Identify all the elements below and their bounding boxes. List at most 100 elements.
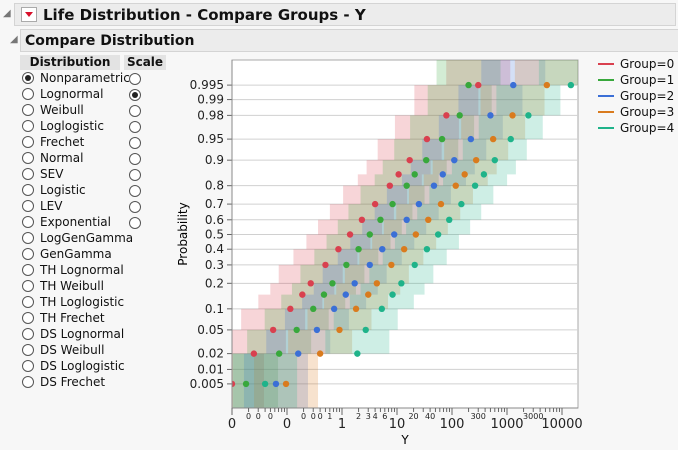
distribution-radio[interactable]: [22, 376, 34, 388]
y-tick-label: 0.1: [205, 302, 224, 316]
scale-radio[interactable]: [129, 217, 141, 229]
legend-item[interactable]: Group=4: [598, 120, 674, 136]
distribution-radio[interactable]: [22, 312, 34, 324]
x-minor-tick-label: 20: [408, 412, 418, 421]
distribution-radio[interactable]: [22, 264, 34, 276]
scale-radio[interactable]: [129, 105, 141, 117]
legend-item[interactable]: Group=3: [598, 104, 674, 120]
x-tick-label: 10: [389, 417, 406, 432]
distribution-label: Exponential: [40, 215, 111, 229]
distribution-option[interactable]: Exponential: [22, 214, 111, 230]
distribution-option[interactable]: DS Loglogistic: [22, 358, 125, 374]
distribution-option[interactable]: GenGamma: [22, 246, 112, 262]
distribution-option[interactable]: TH Frechet: [22, 310, 105, 326]
distribution-radio[interactable]: [22, 200, 34, 212]
data-point-group-2: [439, 171, 446, 178]
data-point-group-2: [430, 182, 438, 189]
distribution-radio[interactable]: [22, 120, 34, 132]
x-tick-label: 1000: [490, 417, 523, 432]
data-point-group-2: [313, 326, 321, 334]
y-tick-label: 0.98: [197, 108, 224, 122]
distribution-option[interactable]: DS Weibull: [22, 342, 104, 358]
x-minor-tick-label: 2: [356, 412, 361, 421]
y-tick-label: 0.5: [205, 228, 224, 242]
scale-radio[interactable]: [129, 121, 141, 133]
data-point-group-3: [472, 156, 480, 164]
distribution-radio[interactable]: [22, 296, 34, 308]
distribution-option[interactable]: Normal: [22, 150, 83, 166]
data-point-group-0: [386, 182, 394, 189]
distribution-radio[interactable]: [22, 232, 34, 244]
legend-swatch: [598, 63, 614, 65]
scale-radio[interactable]: [129, 201, 141, 213]
y-tick-label: 0.4: [205, 242, 224, 256]
distribution-radio[interactable]: [22, 104, 34, 116]
distribution-option[interactable]: LEV: [22, 198, 62, 214]
distribution-option[interactable]: TH Weibull: [22, 278, 104, 294]
distribution-radio[interactable]: [22, 344, 34, 356]
x-tick-label: 1: [338, 417, 346, 432]
x-tick-label: 0: [228, 417, 236, 432]
distribution-option[interactable]: Lognormal: [22, 86, 103, 102]
data-point-group-4: [525, 112, 532, 119]
section-title-bar: Compare Distribution: [20, 29, 678, 52]
distribution-option[interactable]: DS Frechet: [22, 374, 105, 390]
data-point-group-1: [343, 261, 350, 269]
legend-item[interactable]: Group=2: [598, 88, 674, 104]
distribution-radio[interactable]: [22, 360, 34, 372]
distribution-option[interactable]: Frechet: [22, 134, 84, 150]
distribution-option[interactable]: Nonparametric: [22, 70, 130, 86]
y-tick-label: 0.02: [197, 347, 224, 361]
legend-label: Group=2: [620, 89, 675, 103]
distribution-radio[interactable]: [22, 184, 34, 196]
red-triangle-menu-button[interactable]: [21, 7, 37, 22]
distribution-option[interactable]: SEV: [22, 166, 63, 182]
scale-radio[interactable]: [129, 169, 141, 181]
distribution-label: TH Frechet: [40, 311, 105, 325]
distribution-option[interactable]: LogGenGamma: [22, 230, 133, 246]
x-minor-tick-label: 1: [327, 412, 332, 421]
distribution-option[interactable]: DS Lognormal: [22, 326, 124, 342]
y-tick-label: 0.99: [197, 93, 224, 107]
scale-radio[interactable]: [129, 137, 141, 149]
data-point-group-0: [395, 171, 402, 178]
distribution-radio[interactable]: [22, 328, 34, 340]
distribution-radio[interactable]: [22, 216, 34, 228]
data-point-group-2: [366, 261, 373, 269]
legend-item[interactable]: Group=0: [598, 56, 674, 72]
data-point-group-0: [299, 291, 306, 298]
distribution-radio[interactable]: [22, 72, 34, 84]
distribution-radio[interactable]: [22, 88, 34, 100]
distribution-radio[interactable]: [22, 280, 34, 292]
scale-radio[interactable]: [129, 89, 141, 101]
distribution-option[interactable]: Logistic: [22, 182, 86, 198]
scale-radio[interactable]: [129, 73, 141, 85]
legend-swatch: [598, 111, 614, 113]
report-title: Life Distribution - Compare Groups - Y: [43, 5, 366, 24]
x-minor-tick-label: 0: [246, 412, 251, 421]
distribution-option[interactable]: TH Lognormal: [22, 262, 124, 278]
y-tick-label: 0.05: [197, 323, 224, 337]
distribution-radio[interactable]: [22, 152, 34, 164]
x-minor-tick-label: 300: [471, 412, 486, 421]
distribution-radio[interactable]: [22, 168, 34, 180]
distribution-option[interactable]: Loglogistic: [22, 118, 104, 134]
legend-item[interactable]: Group=1: [598, 72, 674, 88]
data-point-group-3: [400, 245, 408, 253]
data-point-group-2: [351, 280, 358, 287]
scale-radio[interactable]: [129, 153, 141, 165]
x-minor-tick-label: 0: [256, 412, 261, 421]
y-tick-label: 0.7: [205, 197, 224, 211]
distribution-radio[interactable]: [22, 248, 34, 260]
distribution-option[interactable]: TH Loglogistic: [22, 294, 124, 310]
distribution-radio[interactable]: [22, 136, 34, 148]
scale-radio[interactable]: [129, 185, 141, 197]
distribution-label: TH Loglogistic: [40, 295, 125, 309]
y-tick-label: 0.95: [197, 132, 224, 146]
distribution-option[interactable]: Weibull: [22, 102, 84, 118]
data-point-group-2: [295, 350, 302, 357]
x-minor-tick-label: 3000: [523, 412, 543, 421]
collapse-triangle-icon[interactable]: ◢: [3, 8, 11, 19]
collapse-triangle-icon[interactable]: ◢: [10, 34, 18, 45]
